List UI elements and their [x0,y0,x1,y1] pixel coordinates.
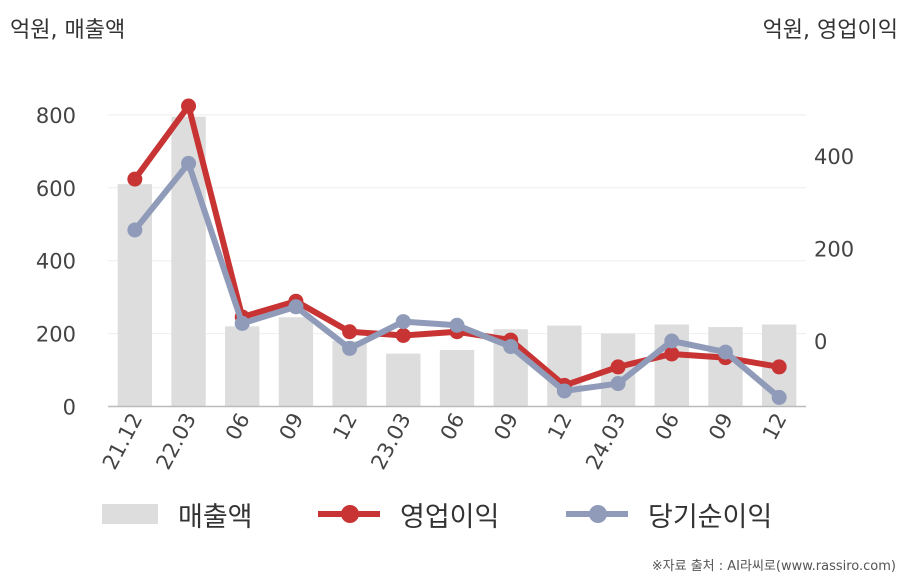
left-axis-unit: 억원, 매출액 [10,18,126,43]
legend-swatch-net-income [566,504,628,524]
x-tick-label: 06 [221,409,255,444]
right-tick-label: 200 [814,238,854,262]
x-tick-label: 12 [328,409,362,444]
revenue-bars [117,116,797,407]
revenue-bar [439,350,475,407]
net-income-point [234,315,250,331]
legend-item-operating-profit: 영업이익 [318,494,499,534]
net-income-point [449,317,465,333]
legend-label-revenue: 매출액 [178,501,253,533]
operating-profit-point [771,359,787,375]
left-tick-label: 800 [36,104,76,128]
net-income-point [288,299,304,315]
operating-profit-point [395,327,411,343]
x-tick-label: 09 [275,409,309,444]
net-income-point [127,222,143,238]
net-income-line [127,155,787,405]
x-tick-label: 12 [543,409,577,444]
net-income-point [503,339,519,355]
operating-profit-point [127,171,143,187]
operating-profit-point [342,324,358,340]
x-tick-label: 09 [704,409,738,444]
net-income-point [395,314,411,330]
left-tick-label: 200 [36,323,76,347]
net-income-point [610,376,626,392]
net-income-point [717,344,733,360]
x-tick-label: 12 [758,409,792,444]
right-tick-label: 0 [814,330,827,354]
revenue-bar [278,317,314,407]
x-tick-label: 09 [489,409,523,444]
left-tick-label: 400 [36,250,76,274]
gridlines [108,114,806,335]
revenue-bar [708,327,743,407]
right-tick-label: 400 [814,145,854,169]
left-tick-label: 0 [63,396,76,420]
net-income-point [342,340,358,356]
operating-profit-point [181,98,197,114]
operating-profit-point [610,359,626,375]
source-note: ※자료 출처 : AI라씨로(www.rassiro.com) [651,559,896,574]
net-income-point [664,333,680,349]
x-tick-label: 21.12 [98,409,147,473]
right-axis-unit: 억원, 영업이익 [762,18,898,43]
legend-item-net-income: 당기순이익 [566,494,772,534]
legend-label-operating-profit: 영업이익 [400,501,500,533]
left-tick-label: 600 [36,177,76,201]
net-income-point [771,389,787,405]
net-income-point [556,383,572,399]
legend-swatch-operating-profit [318,504,380,524]
x-tick-label: 22.03 [152,409,201,473]
x-tick-label: 06 [650,409,684,444]
net-income-point [181,155,197,171]
revenue-bar [117,184,153,407]
x-tick-label: 24.03 [581,409,630,473]
legend-label-net-income: 당기순이익 [648,501,773,533]
legend-item-revenue: 매출액 [102,494,253,534]
x-tick-label: 06 [436,409,470,444]
x-tick-label: 23.03 [366,409,415,473]
revenue-bar [225,326,260,407]
operating-profit-point [664,346,680,362]
legend: 매출액 영업이익 당기순이익 [0,494,908,534]
revenue-bar [386,353,421,407]
legend-swatch-revenue [102,504,158,524]
